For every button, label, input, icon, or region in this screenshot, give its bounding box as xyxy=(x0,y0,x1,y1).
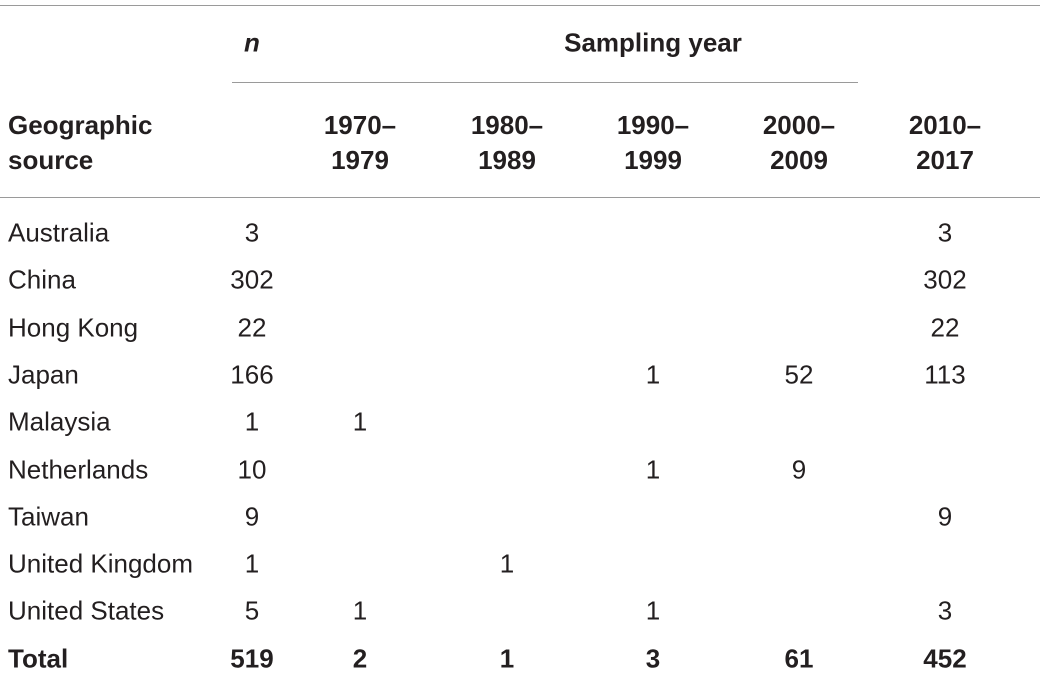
table-cell: 22 xyxy=(930,312,960,343)
n-header: n xyxy=(244,27,260,58)
table-cell: 1 xyxy=(244,406,260,437)
table-cell: 5 xyxy=(244,595,260,626)
column-header: 1990–1999 xyxy=(616,110,690,175)
table-cell: 1 xyxy=(645,454,661,484)
table-cell: 52 xyxy=(784,359,814,390)
table-cell: 166 xyxy=(230,359,274,390)
group-header: Sampling year xyxy=(564,27,742,58)
row-label: China xyxy=(8,264,76,295)
total-cell: 1 xyxy=(499,643,515,674)
total-cell: 3 xyxy=(645,643,661,674)
table-cell: 3 xyxy=(937,217,953,248)
table-cell: 10 xyxy=(237,454,267,484)
table-cell: 9 xyxy=(791,454,807,484)
row-label: Malaysia xyxy=(8,406,111,437)
row-label: Netherlands xyxy=(8,454,149,484)
table-cell: 1 xyxy=(645,595,661,626)
header-rule xyxy=(0,197,1040,198)
table-cell: 3 xyxy=(244,217,260,248)
total-cell: 2 xyxy=(352,643,368,674)
table-cell: 9 xyxy=(937,501,953,532)
table-cell: 22 xyxy=(237,312,267,343)
total-label: Total xyxy=(8,643,69,674)
column-header: Geographic source xyxy=(8,110,153,175)
column-header: 1980–1989 xyxy=(470,110,544,175)
column-header: 2000–2009 xyxy=(762,110,836,175)
row-label: Taiwan xyxy=(8,501,89,532)
row-label: Hong Kong xyxy=(8,312,139,343)
row-label: Australia xyxy=(8,217,110,248)
table-cell: 3 xyxy=(937,595,953,626)
table-cell: 1 xyxy=(352,595,368,626)
table-cell: 302 xyxy=(230,264,274,295)
top-rule xyxy=(0,5,1040,6)
table-cell: 1 xyxy=(244,548,260,579)
table-cell: 1 xyxy=(352,406,368,437)
table-cell: 9 xyxy=(244,501,260,532)
column-header: 2010–2017 xyxy=(908,110,982,175)
group-rule xyxy=(232,82,858,83)
row-label: Japan xyxy=(8,359,79,390)
table-cell: 1 xyxy=(499,548,515,579)
column-header: 1970–1979 xyxy=(323,110,397,175)
table-cell: 302 xyxy=(923,264,967,295)
total-cell: 61 xyxy=(784,643,814,674)
row-label: United States xyxy=(8,595,165,626)
total-cell: 519 xyxy=(230,643,274,674)
row-label: United Kingdom xyxy=(8,548,193,579)
total-cell: 452 xyxy=(923,643,967,674)
table-cell: 1 xyxy=(645,359,661,390)
table-cell: 113 xyxy=(924,359,966,390)
